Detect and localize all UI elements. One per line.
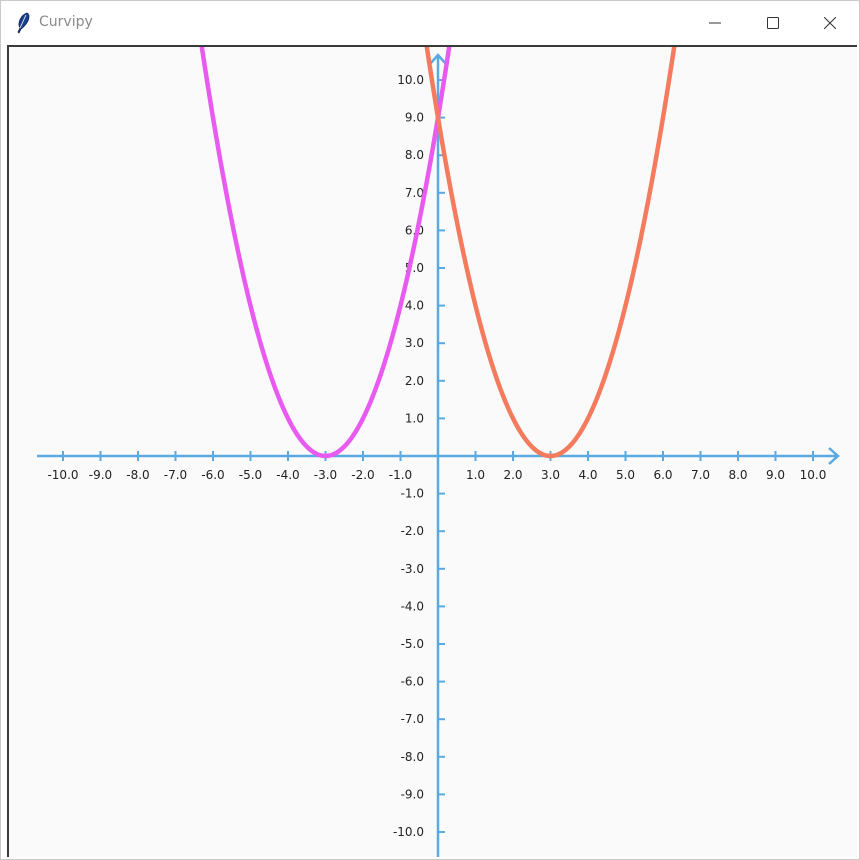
- x-tick-label: 6.0: [653, 468, 672, 482]
- y-tick-label: -10.0: [393, 825, 424, 839]
- y-tick-label: -2.0: [401, 524, 424, 538]
- y-tick-label: 1.0: [405, 411, 424, 425]
- y-tick-label: -5.0: [401, 637, 424, 651]
- y-tick-label: 2.0: [405, 374, 424, 388]
- curve-right-parabola: [424, 47, 677, 459]
- plot-canvas[interactable]: -10.0 -9.0 -8.0 -7.0 -6.0 -5.0 -4.0 -3.0 -2.0 -1.…: [7, 45, 857, 857]
- x-tick-label: 10.0: [800, 468, 827, 482]
- x-tick-label: 9.0: [766, 468, 785, 482]
- x-tick-label: 3.0: [541, 468, 560, 482]
- close-icon: [823, 14, 837, 33]
- y-tick-label: -7.0: [401, 712, 424, 726]
- maximize-icon: [767, 14, 779, 33]
- y-tick-label: 9.0: [405, 111, 424, 125]
- curve-left-parabola: [199, 47, 452, 459]
- y-axis-arrow: [429, 53, 447, 65]
- x-tick-label: -8.0: [126, 468, 149, 482]
- x-tick-label: -2.0: [351, 468, 374, 482]
- window-title: Curvipy: [39, 14, 93, 30]
- x-tick-label: 2.0: [503, 468, 522, 482]
- plot-svg: -10.0 -9.0 -8.0 -7.0 -6.0 -5.0 -4.0 -3.0 -2.0 -1.…: [37, 47, 840, 857]
- x-tick-label: 5.0: [616, 468, 635, 482]
- x-tick-label: -10.0: [47, 468, 78, 482]
- x-tick-label: 4.0: [578, 468, 597, 482]
- minimize-icon: [709, 14, 721, 33]
- y-tick-label: -8.0: [401, 750, 424, 764]
- maximize-button[interactable]: [744, 1, 802, 45]
- y-tick-label: -4.0: [401, 599, 424, 613]
- x-tick-label: -3.0: [314, 468, 337, 482]
- y-tick-label: -1.0: [401, 487, 424, 501]
- y-tick-label: 10.0: [397, 73, 424, 87]
- x-tick-label: -7.0: [164, 468, 187, 482]
- y-tick-label: 4.0: [405, 299, 424, 313]
- y-tick-label: 7.0: [405, 186, 424, 200]
- title-bar[interactable]: Curvipy: [1, 1, 859, 45]
- x-tick-label: -9.0: [89, 468, 112, 482]
- y-tick-label: -3.0: [401, 562, 424, 576]
- minimize-button[interactable]: [686, 1, 744, 45]
- feather-icon: [13, 11, 33, 35]
- y-tick-label: -9.0: [401, 787, 424, 801]
- x-tick-label: 1.0: [466, 468, 485, 482]
- close-button[interactable]: [801, 1, 859, 45]
- y-tick-label: 8.0: [405, 148, 424, 162]
- y-tick-label: 3.0: [405, 336, 424, 350]
- x-tick-label: -5.0: [239, 468, 262, 482]
- y-tick-label: -6.0: [401, 675, 424, 689]
- x-tick-label: 8.0: [728, 468, 747, 482]
- x-tick-label: -1.0: [389, 468, 412, 482]
- x-tick-label: -6.0: [201, 468, 224, 482]
- x-tick-label: -4.0: [276, 468, 299, 482]
- x-tick-label: 7.0: [691, 468, 710, 482]
- x-axis-arrow: [828, 447, 840, 465]
